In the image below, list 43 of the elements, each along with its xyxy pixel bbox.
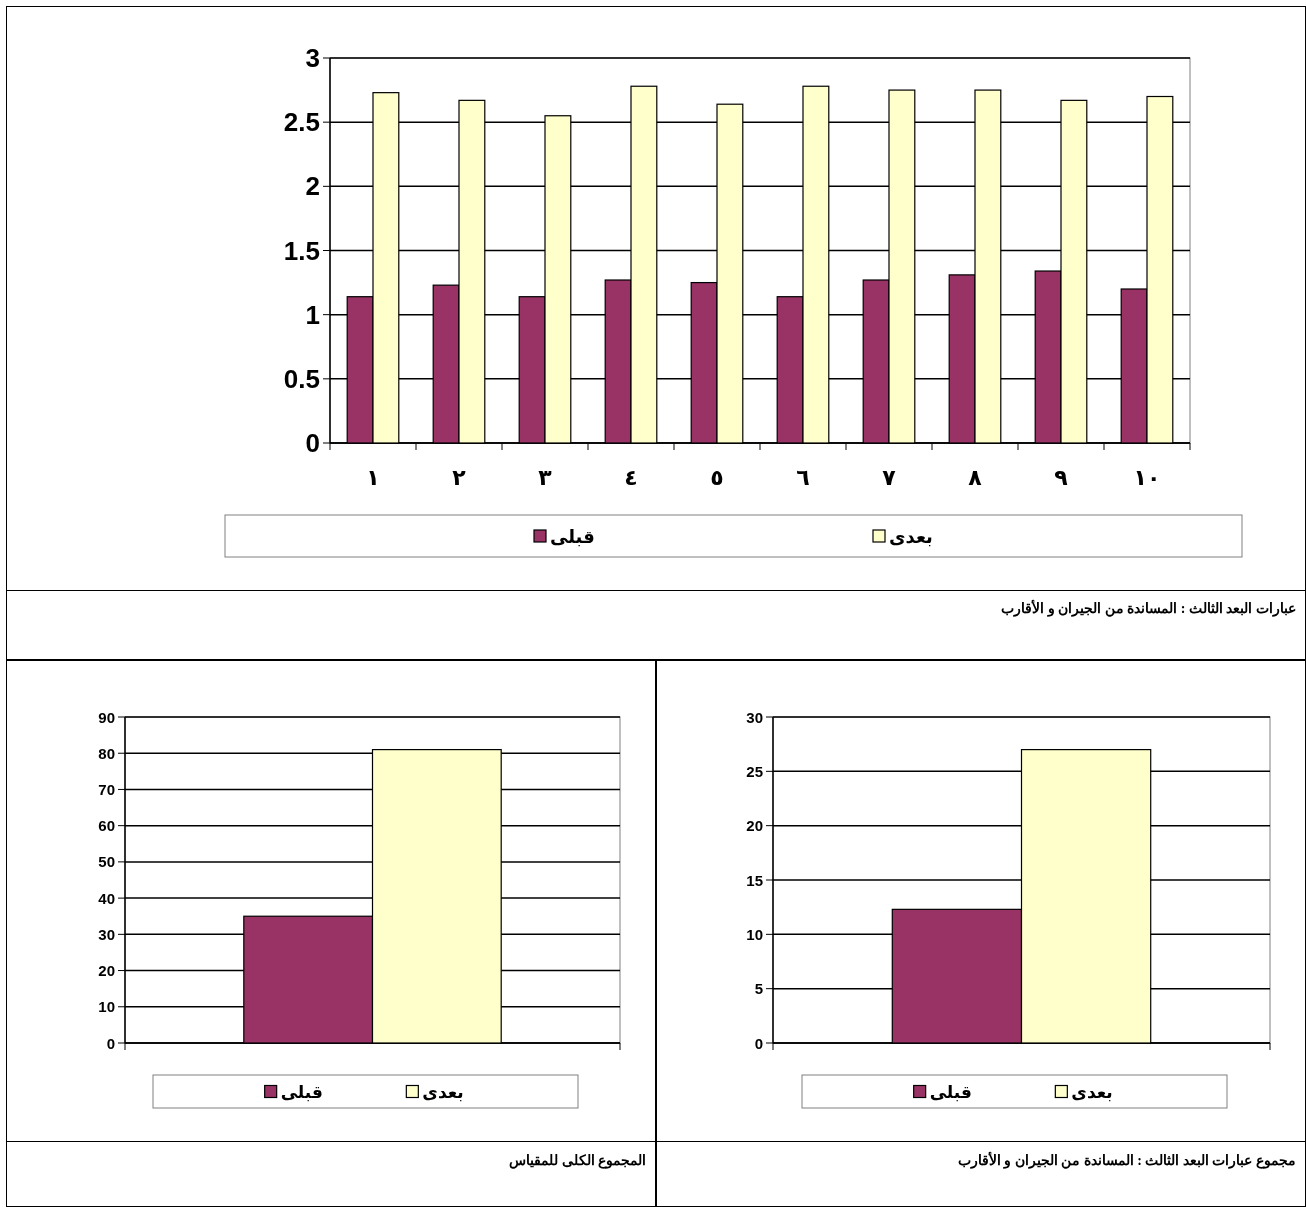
y-tick-label: 5 xyxy=(754,980,763,998)
y-tick-label: 10 xyxy=(746,925,763,943)
x-tick-label: ١٠ xyxy=(1133,465,1161,490)
y-tick-label: 2 xyxy=(305,171,320,202)
y-tick-label: 90 xyxy=(98,708,115,726)
legend-label: قبلى xyxy=(929,1081,972,1102)
text: عبارات البعد الثالث : المساندة من الجيران و الأقارب xyxy=(1000,600,1296,617)
text: المجموع الكلى للمقياس xyxy=(508,1152,646,1169)
x-tick-label: ٧ xyxy=(882,465,897,490)
y-tick-label: 60 xyxy=(98,817,115,835)
y-tick-label: 1.5 xyxy=(283,235,320,266)
legend-label: قبلى xyxy=(280,1081,323,1102)
x-tick-label: ٤ xyxy=(624,465,638,490)
y-tick-label: 70 xyxy=(98,780,115,798)
legend-label: قبلى xyxy=(550,525,595,547)
y-tick-label: 50 xyxy=(98,853,115,871)
y-tick-label: 0.5 xyxy=(283,363,320,394)
x-tick-label: ٩ xyxy=(1054,465,1068,490)
y-tick-label: 15 xyxy=(746,871,763,889)
legend-label: بعدى xyxy=(889,525,933,547)
x-tick-label: ٥ xyxy=(710,465,724,490)
y-tick-label: 1 xyxy=(305,299,320,330)
y-tick-label: 40 xyxy=(98,889,115,907)
x-tick-label: ١ xyxy=(366,465,380,490)
y-tick-label: 10 xyxy=(98,998,115,1016)
y-tick-label: 0 xyxy=(106,1034,115,1052)
text: مجموع عبارات البعد الثالث : المساندة من الجيران و الأقارب xyxy=(956,1152,1296,1169)
x-tick-label: ٦ xyxy=(796,465,810,490)
y-tick-label: 80 xyxy=(98,744,115,762)
y-tick-label: 30 xyxy=(98,925,115,943)
legend-label: بعدى xyxy=(422,1081,464,1102)
y-tick-label: 20 xyxy=(98,962,115,980)
y-tick-label: 2.5 xyxy=(283,107,320,138)
x-tick-label: ٨ xyxy=(968,465,983,490)
y-tick-label: 3 xyxy=(305,43,320,73)
y-tick-label: 30 xyxy=(746,708,763,726)
y-tick-label: 0 xyxy=(754,1034,763,1052)
y-tick-label: 20 xyxy=(746,817,763,835)
y-tick-label: 25 xyxy=(746,762,763,780)
y-tick-label: 0 xyxy=(305,428,320,458)
x-tick-label: ٣ xyxy=(538,465,553,490)
legend-label: بعدى xyxy=(1071,1081,1113,1102)
x-tick-label: ٢ xyxy=(452,465,467,490)
